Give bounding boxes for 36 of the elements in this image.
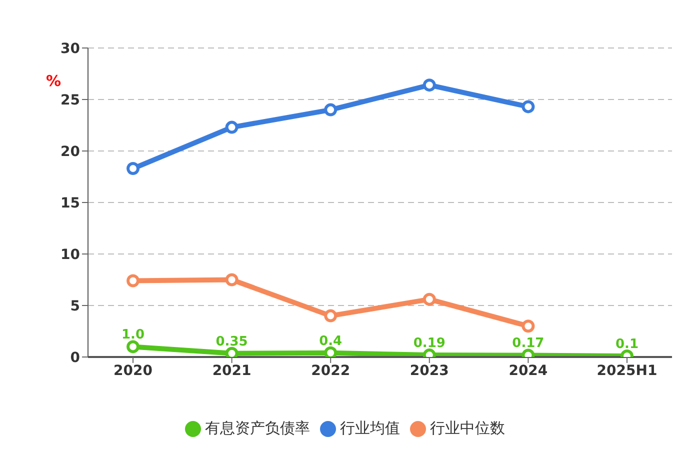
y-tick-label: 0 [70, 350, 80, 366]
point [422, 292, 436, 306]
legend-label: 行业均值 [340, 419, 400, 437]
y-tick-label: 15 [60, 195, 80, 212]
y-tick-label: 20 [60, 144, 80, 160]
x-tick-label: 2022 [311, 362, 350, 379]
y-axis-title: % [46, 72, 62, 90]
data-label: 0.4 [319, 334, 342, 349]
point [225, 273, 238, 286]
legend-label: 行业中位数 [430, 419, 505, 437]
point [422, 78, 436, 92]
data-label: 0.17 [512, 336, 544, 352]
x-tick-label: 2023 [410, 362, 449, 379]
x-tick-label: 2025H1 [596, 362, 658, 379]
data-label: 0.19 [413, 336, 446, 352]
point [522, 100, 535, 114]
point [324, 309, 338, 322]
data-label: 0.35 [216, 334, 248, 350]
legend-label: 有息资产负债率 [205, 419, 310, 437]
y-tick-label: 25 [60, 92, 80, 108]
point [225, 346, 238, 357]
point [225, 120, 238, 134]
y-tick-label: 10 [60, 246, 80, 263]
data-label: 0.1 [615, 336, 639, 352]
point [126, 162, 140, 176]
point [522, 320, 535, 333]
data-label: 1.0 [121, 328, 145, 343]
y-tick-label: 5 [70, 298, 80, 314]
x-tick-label: 2021 [212, 362, 252, 379]
point [126, 274, 140, 288]
point [324, 103, 338, 116]
point [126, 340, 140, 354]
x-tick-label: 2024 [508, 362, 548, 379]
x-tick-label: 2020 [114, 362, 153, 379]
point [324, 346, 338, 357]
y-tick-label: 30 [60, 40, 80, 57]
